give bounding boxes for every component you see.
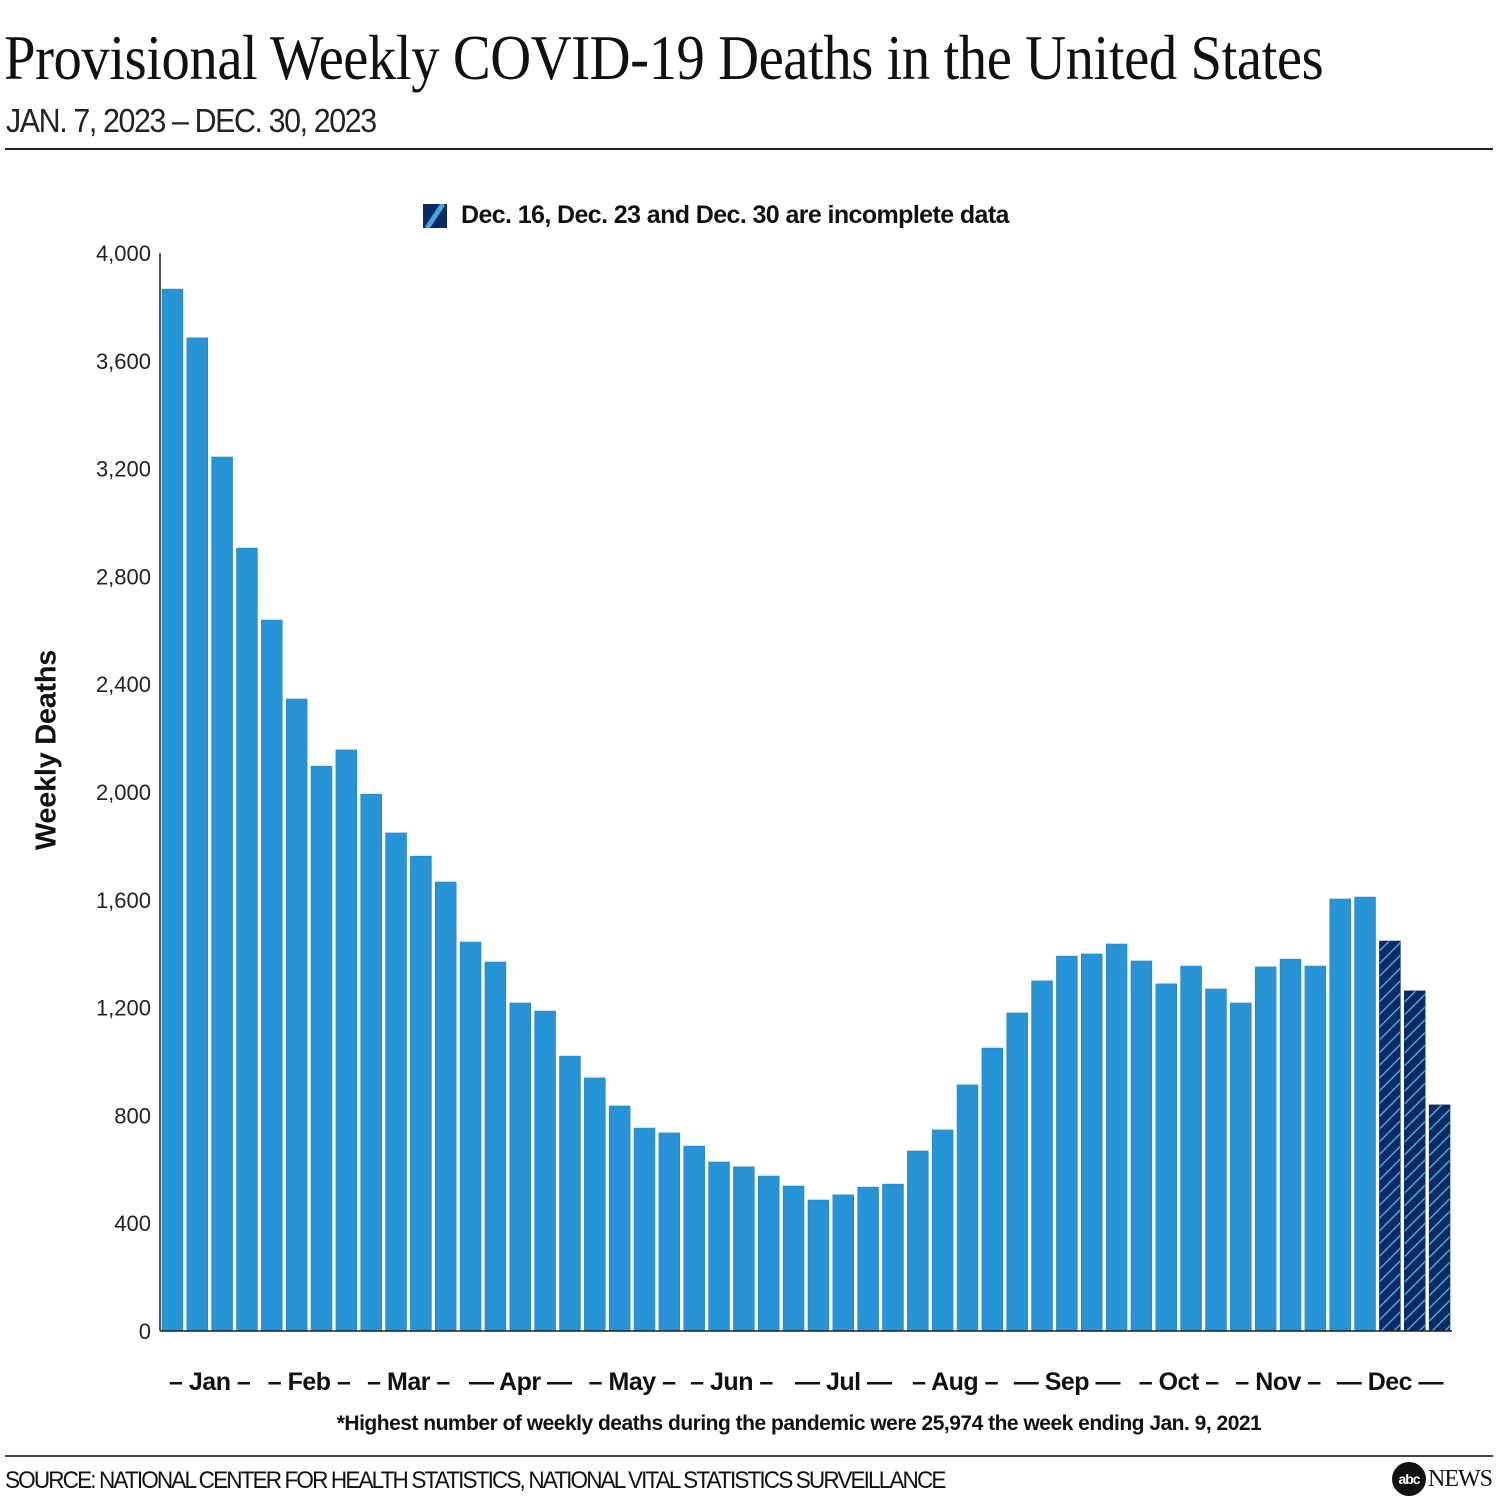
x-month-label: — Dec — <box>1337 1368 1444 1396</box>
bar <box>1031 980 1053 1332</box>
bar <box>1304 965 1327 1332</box>
legend-label: Dec. 16, Dec. 23 and Dec. 30 are incompl… <box>461 201 1009 229</box>
bar <box>310 765 333 1332</box>
bar <box>509 1002 532 1332</box>
title-divider <box>5 148 1493 150</box>
bar <box>981 1047 1004 1332</box>
bar <box>708 1161 730 1332</box>
bar <box>1205 988 1227 1332</box>
bar <box>1230 1002 1252 1332</box>
bar <box>186 337 209 1332</box>
bar <box>1354 896 1376 1332</box>
footer-divider <box>5 1455 1493 1457</box>
bar <box>1081 953 1103 1332</box>
bar <box>658 1132 681 1332</box>
y-tick-label: 3,200 <box>96 457 151 482</box>
x-month-label: — Sep — <box>1014 1368 1121 1396</box>
bar-incomplete <box>1404 990 1426 1332</box>
chart-title: Provisional Weekly COVID-19 Deaths in th… <box>4 23 1324 93</box>
bar <box>1006 1012 1028 1332</box>
bar <box>459 941 482 1332</box>
bar <box>956 1084 979 1332</box>
x-month-label: – Mar – <box>367 1368 450 1396</box>
bar <box>1329 898 1351 1332</box>
bar <box>907 1150 929 1332</box>
bar <box>931 1129 954 1332</box>
bar <box>1130 960 1153 1332</box>
y-tick-label: 2,800 <box>96 564 151 589</box>
x-month-label: — Jul — <box>795 1368 892 1396</box>
y-tick-label: 4,000 <box>96 241 151 266</box>
source-credit: SOURCE: NATIONAL CENTER FOR HEALTH STATI… <box>5 1467 946 1494</box>
y-tick-label: 3,600 <box>96 349 151 374</box>
y-axis-ticks: 0 400 800 1,200 1,600 2,000 2,400 2,800 3,200 3,6… <box>96 241 151 1344</box>
footnote: *Highest number of weekly deaths during … <box>336 1412 1262 1435</box>
bar <box>807 1199 830 1332</box>
y-tick-label: 800 <box>114 1103 151 1128</box>
x-month-label: – Nov – <box>1235 1368 1321 1396</box>
bar <box>832 1194 854 1332</box>
y-tick-label: 1,600 <box>96 888 151 913</box>
x-month-label: — Apr — <box>469 1368 572 1396</box>
bar <box>882 1183 904 1332</box>
hatched-swatch-icon <box>423 203 447 228</box>
y-tick-label: 0 <box>139 1319 151 1344</box>
bar <box>435 881 457 1332</box>
bar <box>758 1175 780 1332</box>
x-month-label: – May – <box>589 1368 676 1396</box>
bar <box>261 619 283 1332</box>
bar <box>335 749 358 1332</box>
x-month-label: – Jan – <box>169 1368 251 1396</box>
chart-subtitle: JAN. 7, 2023 – DEC. 30, 2023 <box>6 102 377 139</box>
bar <box>236 547 258 1332</box>
abc-news-logo: abc NEWS <box>1392 1462 1493 1496</box>
bar <box>385 832 407 1332</box>
bar <box>608 1105 631 1332</box>
bar <box>559 1055 581 1332</box>
bar <box>1279 958 1302 1332</box>
bar-chart: 0 400 800 1,200 1,600 2,000 2,400 2,800 3,200 3,6… <box>96 241 1452 1396</box>
bar <box>360 793 382 1332</box>
y-tick-label: 2,400 <box>96 672 151 697</box>
bar-incomplete <box>1428 1104 1451 1332</box>
y-tick-label: 2,000 <box>96 780 151 805</box>
abc-logo-mark: abc <box>1392 1462 1426 1496</box>
bar <box>1254 966 1277 1332</box>
x-month-label: – Oct – <box>1139 1368 1219 1396</box>
y-tick-label: 1,200 <box>96 996 151 1021</box>
bar <box>484 961 507 1332</box>
bar <box>633 1127 656 1332</box>
x-month-label: – Aug – <box>912 1368 998 1396</box>
y-tick-label: 400 <box>114 1211 151 1236</box>
bar <box>584 1077 606 1332</box>
bar <box>857 1186 879 1332</box>
x-month-label: – Jun – <box>690 1368 773 1396</box>
bar <box>410 855 432 1332</box>
axes <box>159 253 1452 1332</box>
bar <box>1155 983 1177 1332</box>
bar <box>285 698 308 1332</box>
legend: Dec. 16, Dec. 23 and Dec. 30 are incompl… <box>423 201 1009 230</box>
bar <box>683 1145 705 1332</box>
bars <box>161 288 1451 1332</box>
bar <box>733 1166 755 1332</box>
bar <box>1180 965 1202 1332</box>
bar <box>534 1010 556 1332</box>
bar <box>782 1185 805 1332</box>
x-axis-month-labels: – Jan – – Feb – – Mar – — Apr — – May – – Jun… <box>169 1368 1444 1396</box>
bar <box>1056 955 1078 1332</box>
bar-incomplete <box>1379 940 1401 1332</box>
news-logo-text: NEWS <box>1428 1465 1493 1492</box>
bar <box>1105 943 1128 1332</box>
bar <box>161 288 184 1332</box>
x-month-label: – Feb – <box>268 1368 351 1396</box>
bar <box>211 456 233 1332</box>
